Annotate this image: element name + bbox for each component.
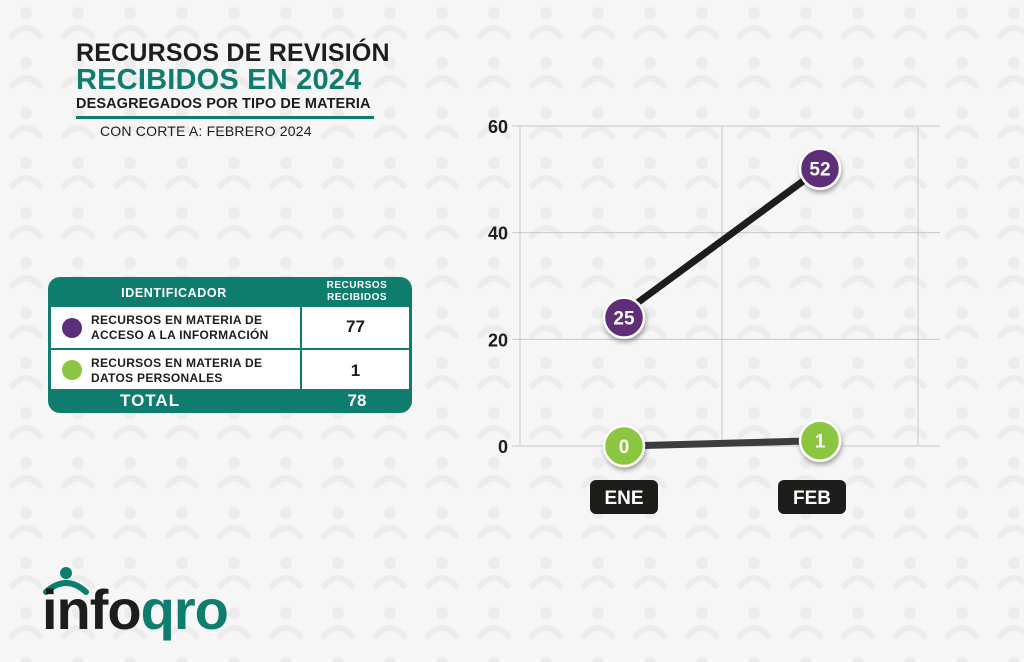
purple-dot-icon xyxy=(62,318,82,338)
green-dot-icon xyxy=(62,360,82,380)
row-label: RECURSOS EN MATERIA DE DATOS PERSONALES xyxy=(91,356,263,385)
table-row: RECURSOS EN MATERIA DE ACCESO A LA INFOR… xyxy=(51,307,409,348)
data-label: 25 xyxy=(613,309,635,330)
data-point xyxy=(798,147,842,190)
total-label: TOTAL xyxy=(120,391,181,410)
column-divider xyxy=(300,307,302,348)
y-tick-label: 0 xyxy=(498,437,508,457)
column-identifier: IDENTIFICADOR xyxy=(121,286,227,300)
row-label: RECURSOS EN MATERIA DE ACCESO A LA INFOR… xyxy=(91,313,269,342)
summary-table: IDENTIFICADOR RECURSOS RECIBIDOS RECURSO… xyxy=(48,277,412,413)
x-tick-label: FEB xyxy=(793,488,831,509)
y-tick-label: 60 xyxy=(488,117,508,137)
total-value: 78 xyxy=(347,391,367,410)
header: RECURSOS DE REVISIÓN RECIBIDOS EN 2024 D… xyxy=(76,39,390,119)
table-row: RECURSOS EN MATERIA DE DATOS PERSONALES … xyxy=(51,350,409,389)
title-underline xyxy=(76,116,374,119)
column-received: RECURSOS RECIBIDOS xyxy=(326,280,388,303)
logo-person-icon xyxy=(43,567,89,595)
logo-text: infoqro xyxy=(42,578,229,641)
row-value: 1 xyxy=(350,361,361,380)
title-line-2: RECIBIDOS EN 2024 xyxy=(76,64,362,96)
x-tick-label: ENE xyxy=(604,488,643,509)
infoqro-logo: infoqro xyxy=(40,564,280,644)
cut-date: CON CORTE A: FEBRERO 2024 xyxy=(100,123,312,139)
logo-text-qro: qro xyxy=(140,578,229,641)
data-point xyxy=(602,296,646,339)
x-tick-badge xyxy=(778,480,846,514)
column-divider xyxy=(300,350,302,389)
title-line-1: RECURSOS DE REVISIÓN xyxy=(76,39,390,67)
series-line xyxy=(620,437,824,450)
data-point xyxy=(602,424,646,468)
y-tick-label: 40 xyxy=(488,224,508,244)
table-total-row: TOTAL 78 xyxy=(48,390,412,413)
data-point xyxy=(798,419,842,462)
title-line-3: DESAGREGADOS POR TIPO DE MATERIA xyxy=(76,96,371,112)
data-label: 1 xyxy=(815,432,826,453)
data-label: 52 xyxy=(809,160,830,181)
logo-text-info: info xyxy=(42,578,142,641)
y-tick-label: 20 xyxy=(488,330,508,350)
row-value: 77 xyxy=(346,317,365,336)
series-line xyxy=(620,165,824,317)
x-tick-badge xyxy=(590,480,658,514)
table-header: IDENTIFICADOR RECURSOS RECIBIDOS xyxy=(48,277,412,305)
data-label: 0 xyxy=(619,437,630,458)
